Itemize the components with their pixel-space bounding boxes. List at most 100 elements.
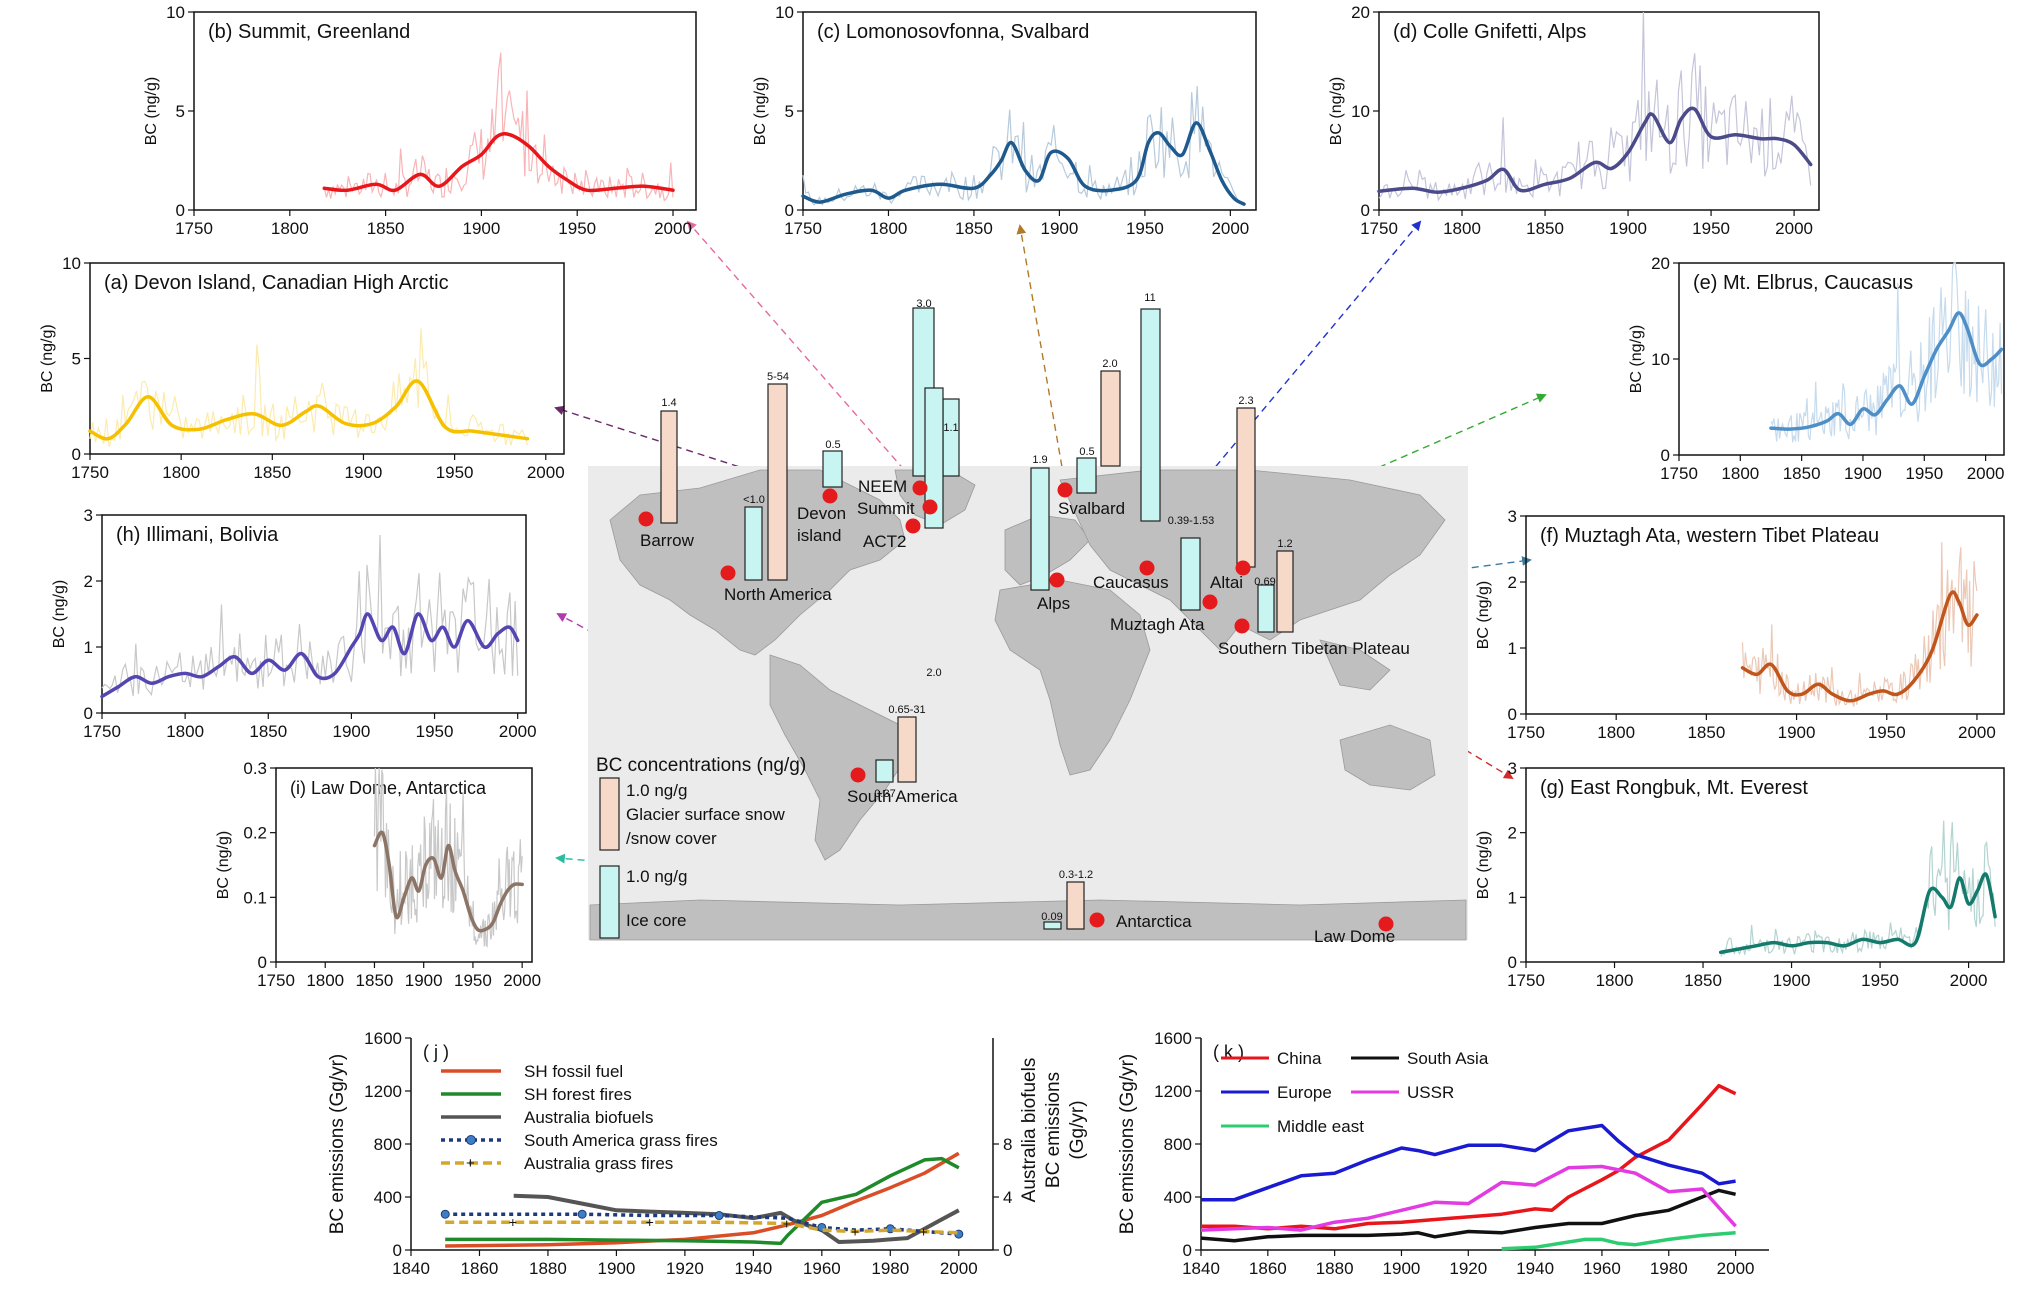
site-marker (1202, 594, 1218, 610)
concentration-bar (924, 387, 944, 529)
x-tick-label: 1950 (436, 463, 474, 482)
y-tick-label: 2 (1508, 824, 1517, 843)
x-tick-label: 1980 (1650, 1259, 1688, 1278)
panel-title: (i) Law Dome, Antarctica (290, 778, 487, 798)
site-label: Caucasus (1093, 573, 1169, 592)
x-tick-label: 1850 (1783, 464, 1821, 483)
site-label: Devon (797, 504, 846, 523)
annual-series (802, 86, 1245, 207)
y-tick-label: 800 (374, 1135, 402, 1154)
x-tick-label: 1840 (1182, 1259, 1220, 1278)
series-line (1200, 1188, 1736, 1243)
landmass (769, 654, 906, 861)
x-tick-label: 1920 (666, 1259, 704, 1278)
panel-b: 1750 1800 1850 1900 1950 2000 0 5 10 BC (ng/g) (b)… (143, 3, 697, 238)
y-axis-label: BC (ng/g) (752, 77, 769, 145)
y-tick-label: 1200 (1154, 1082, 1192, 1101)
x-tick-label: 1850 (955, 219, 993, 238)
panel-title: (b) Summit, Greenland (208, 21, 410, 43)
y-axis-label: BC (ng/g) (39, 324, 56, 392)
x-tick-label: 1860 (1249, 1259, 1287, 1278)
y-tick-label: 5 (785, 102, 794, 121)
series-marker (440, 1209, 450, 1219)
x-tick-label: 1840 (392, 1259, 430, 1278)
concentration-bar (1076, 457, 1097, 494)
x-tick-label: 1850 (1684, 971, 1722, 990)
x-tick-label: 1950 (1692, 219, 1730, 238)
legend-ice-swatch (599, 865, 620, 939)
concentration-bar (767, 383, 788, 581)
annual-series (89, 328, 529, 447)
y-tick-label: 0 (393, 1241, 402, 1260)
panel-title: (d) Colle Gnifetti, Alps (1393, 21, 1586, 43)
y2-tick-label: 4 (1003, 1188, 1012, 1207)
site-label: Southern Tibetan Plateau (1218, 639, 1410, 658)
x-tick-label: 1750 (1360, 219, 1398, 238)
y-tick-label: 0 (785, 201, 794, 220)
x-tick-label: 1950 (558, 219, 596, 238)
series-marker (577, 1209, 587, 1219)
x-tick-label: 1900 (462, 219, 500, 238)
y-axis-label: BC (ng/g) (1328, 77, 1345, 145)
concentration-bar (1066, 881, 1085, 930)
x-tick-label: 1800 (1596, 971, 1634, 990)
legend-snow-label: Glacier surface snow (626, 805, 785, 824)
site-marker (720, 565, 736, 581)
plot-frame (1525, 767, 2005, 963)
y-tick-label: 0 (72, 445, 81, 464)
x-tick-label: 1750 (257, 971, 295, 990)
x-tick-label: 1900 (1383, 1259, 1421, 1278)
bar-value-label: <1.0 (743, 494, 765, 506)
y-tick-label: 0.1 (243, 888, 267, 907)
x-tick-label: 2000 (1775, 219, 1813, 238)
site-marker (638, 511, 654, 527)
world-map: 1.4 <1.0 5-54 0.5 3.0 1.1 2.0 1.9 0.5 2.0 11 0.39-1… (588, 292, 1468, 946)
x-tick-label: 1950 (1868, 723, 1906, 742)
smoothed-series (1718, 872, 1997, 955)
legend-snow-swatch (599, 777, 620, 851)
y-tick-label: 1 (84, 638, 93, 657)
legend-label: China (1277, 1049, 1322, 1068)
y-tick-label: 3 (1508, 759, 1517, 778)
site-label: North America (724, 585, 832, 604)
x-tick-label: 1900 (332, 722, 370, 741)
panel-d: 1750 1800 1850 1900 1950 2000 0 10 20 BC (ng/g) (d… (1328, 3, 1820, 238)
panel-i: 1750 1800 1850 1900 1950 2000 0 0.1 0.2 0.3 BC (ng… (215, 759, 541, 990)
legend-label: Australia grass fires (524, 1154, 673, 1173)
x-tick-label: 1900 (597, 1259, 635, 1278)
y-tick-label: 0 (84, 704, 93, 723)
x-tick-label: 1750 (1507, 971, 1545, 990)
bar-value-label: 1.9 (1032, 454, 1047, 466)
bar-value-label: 0.69 (1254, 576, 1275, 588)
y-tick-label: 1600 (1154, 1029, 1192, 1048)
panel-g: 1750 1800 1850 1900 1950 2000 0 1 2 3 BC (ng/g) (g)… (1475, 759, 2005, 990)
site-label: South America (847, 787, 958, 806)
bar-value-label: 0.39-1.53 (1168, 515, 1214, 527)
y-tick-label: 10 (775, 3, 794, 22)
legend-marker: + (466, 1155, 475, 1172)
y2-tick-label: 8 (1003, 1135, 1012, 1154)
legend-label: Europe (1277, 1083, 1332, 1102)
site-label: Antarctica (1116, 912, 1192, 931)
x-tick-label: 1920 (1449, 1259, 1487, 1278)
y-tick-label: 0 (258, 953, 267, 972)
annual-series (323, 52, 674, 202)
legend-label: Middle east (1277, 1117, 1364, 1136)
y-tick-label: 400 (1164, 1188, 1192, 1207)
y-tick-label: 0 (1361, 201, 1370, 220)
smoothed-series (1740, 590, 1979, 703)
x-tick-label: 1950 (1905, 464, 1943, 483)
concentration-bar (1030, 467, 1050, 591)
x-tick-label: 1900 (345, 463, 383, 482)
bar-value-label: 2.0 (1102, 358, 1117, 370)
x-tick-label: 1850 (1687, 723, 1725, 742)
y-tick-label: 2 (1508, 573, 1517, 592)
y-tick-label: 0.3 (243, 759, 267, 778)
site-label: island (797, 526, 841, 545)
x-tick-label: 1940 (1516, 1259, 1554, 1278)
site-marker (1089, 912, 1105, 928)
concentration-bar (875, 759, 894, 783)
y-axis-label: BC (ng/g) (215, 831, 232, 899)
x-tick-label: 1950 (1861, 971, 1899, 990)
